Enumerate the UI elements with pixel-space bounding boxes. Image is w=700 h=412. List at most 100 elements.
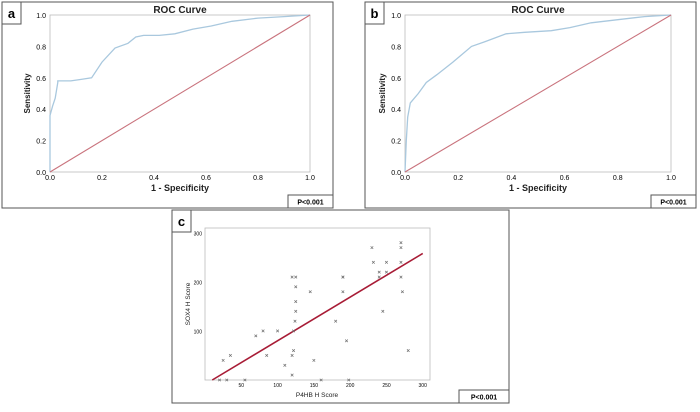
panel-c-fit-line (211, 252, 424, 381)
scatter-point (371, 260, 375, 264)
scatter-point (228, 353, 232, 358)
panel-b-pvalue: P<0.001 (660, 200, 686, 207)
panel-c-x-tick: 50 (239, 383, 245, 389)
scatter-point (243, 378, 247, 382)
panel-b-plot-frame (404, 14, 672, 173)
panel-a-pvalue-box (287, 194, 334, 209)
scatter-point (344, 339, 349, 343)
panel-b-x-tick: 0.2 (453, 175, 463, 182)
scatter-point (377, 275, 381, 279)
panel-b-y-tick: 0.8 (391, 44, 401, 51)
panel-a-y-tick: 0.6 (36, 76, 46, 83)
panel-a-x-tick: 1.0 (305, 175, 315, 182)
panel-c-y-tick: 100 (194, 329, 203, 335)
panel-c-x-tick: 150 (310, 383, 319, 389)
scatter-point (312, 358, 316, 362)
scatter-point (334, 319, 338, 323)
scatter-point (399, 241, 403, 245)
panel-c-x-tick: 200 (346, 383, 355, 389)
scatter-point (406, 349, 410, 353)
scatter-point (225, 378, 229, 382)
scatter-point (384, 260, 388, 264)
panel-a-x-label: 1 - Specificity (151, 183, 209, 193)
scatter-point (221, 358, 225, 362)
panel-b-roc-curve (404, 14, 672, 173)
panel-a-reference-line (49, 14, 311, 173)
scatter-point (381, 309, 385, 313)
scatter-point (308, 290, 312, 294)
scatter-point (341, 290, 345, 294)
panel-b-y-label: Sensitivity (378, 73, 387, 114)
scatter-point (384, 270, 388, 274)
scatter-point (283, 363, 287, 367)
scatter-point (292, 349, 296, 353)
scatter-point (254, 334, 258, 338)
scatter-panel-c: c 100 200 300 50 100 150 200 250 300 P4H… (171, 209, 510, 404)
scatter-point (377, 270, 381, 274)
roc-panel-a: a ROC Curve 0.0 0.2 0.4 0.6 0.8 1.0 0.0 … (1, 1, 334, 209)
panel-c-y-tick: 300 (194, 231, 203, 237)
scatter-point (294, 300, 298, 304)
panel-b-y-tick: 1.0 (391, 13, 401, 20)
panel-a-y-tick: 0.8 (36, 44, 46, 51)
panel-a-x-tick: 0.6 (201, 175, 211, 182)
scatter-point (292, 329, 296, 333)
panel-c-x-label: P4HB H Score (296, 392, 339, 399)
panel-a-pvalue: P<0.001 (297, 200, 323, 207)
panel-b-label: b (371, 6, 379, 21)
panel-b-frame (364, 1, 697, 209)
panel-a-y-tick: 0.4 (36, 107, 46, 114)
panel-c-x-tick: 100 (273, 383, 282, 389)
panel-a-x-tick: 0.2 (97, 175, 107, 182)
scatter-point (400, 290, 404, 294)
panel-c-plot-frame (204, 227, 431, 381)
panel-b-x-tick: 0.0 (400, 175, 410, 182)
panel-c-pvalue-box (458, 389, 510, 404)
panel-c-label: c (178, 214, 185, 229)
panel-a-y-tick: 1.0 (36, 13, 46, 20)
panel-b-x-tick: 0.8 (613, 175, 623, 182)
scatter-point (399, 260, 403, 264)
panel-b-x-ticks: 0.0 0.2 0.4 0.6 0.8 1.0 (400, 175, 676, 182)
panel-a-plot-frame (49, 14, 311, 173)
panel-b-pvalue-box (650, 194, 697, 209)
scatter-point (319, 378, 323, 382)
panel-b-reference-line (404, 14, 672, 173)
panel-b-y-ticks: 0.0 0.2 0.4 0.6 0.8 1.0 (391, 13, 401, 177)
scatter-point (294, 285, 298, 289)
panel-b-x-label: 1 - Specificity (509, 183, 567, 193)
scatter-point (293, 319, 297, 323)
scatter-point (276, 329, 280, 333)
panel-c-x-tick: 300 (419, 383, 428, 389)
panel-b-title: ROC Curve (511, 5, 565, 16)
panel-b-y-tick: 0.6 (391, 76, 401, 83)
panel-c-y-ticks: 100 200 300 (194, 231, 203, 335)
panel-b-y-tick: 0.2 (391, 139, 401, 146)
roc-panel-b: b ROC Curve 0.0 0.2 0.4 0.6 0.8 1.0 0.0 … (364, 1, 697, 209)
panel-a-x-tick: 0.0 (45, 175, 55, 182)
panel-a-frame (1, 1, 334, 209)
scatter-point (294, 309, 298, 313)
panel-c-pvalue: P<0.001 (471, 395, 497, 402)
scatter-point (265, 353, 269, 358)
panel-a-y-ticks: 0.0 0.2 0.4 0.6 0.8 1.0 (36, 13, 46, 177)
panel-b-label-box (364, 1, 385, 25)
scatter-point (261, 329, 265, 333)
panel-a-roc-curve (49, 14, 311, 172)
panel-c-y-label: SOX4 H Score (185, 282, 192, 325)
panel-b-x-tick: 1.0 (666, 175, 676, 182)
scatter-point (294, 275, 298, 279)
panel-a-x-tick: 0.4 (149, 175, 159, 182)
panel-a-y-tick: 0.2 (36, 139, 46, 146)
scatter-point (341, 275, 345, 279)
panel-c-y-tick: 200 (194, 280, 203, 286)
panel-a-label-box (1, 1, 22, 25)
panel-a-x-tick: 0.8 (253, 175, 263, 182)
panel-a-y-tick: 0.0 (36, 170, 46, 177)
scatter-point (290, 353, 294, 358)
scatter-point (217, 378, 222, 382)
scatter-point (290, 373, 294, 377)
scatter-point (347, 378, 351, 382)
